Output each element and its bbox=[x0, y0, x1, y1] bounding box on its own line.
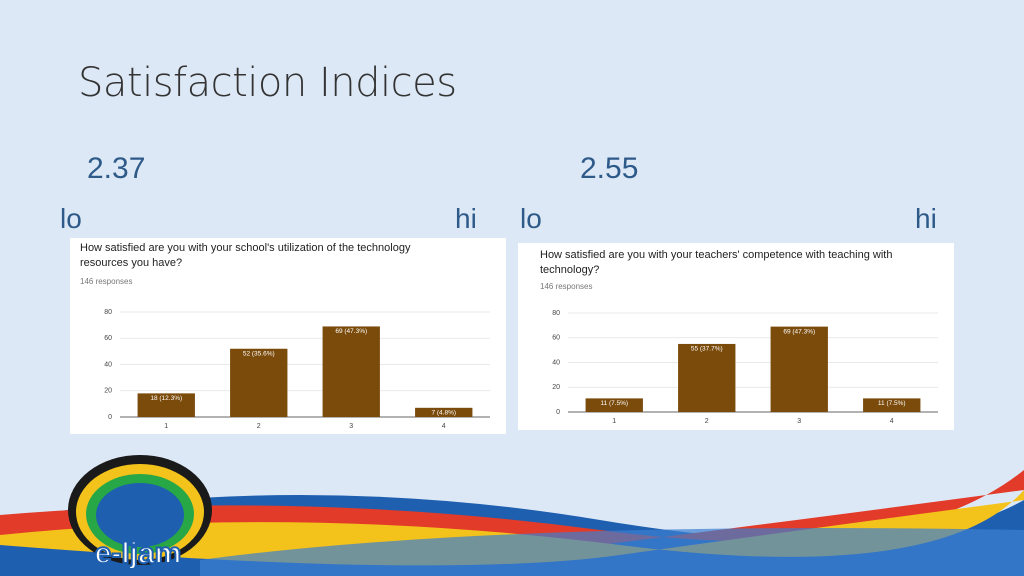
bar bbox=[863, 398, 921, 412]
x-tick-label: 1 bbox=[164, 423, 168, 430]
y-tick-label: 80 bbox=[104, 309, 112, 316]
y-tick-label: 20 bbox=[552, 384, 560, 391]
bar bbox=[230, 348, 288, 417]
scale-low: lo bbox=[520, 203, 542, 234]
chart-title: How satisfied are you with your school's… bbox=[80, 242, 411, 269]
x-tick-label: 1 bbox=[612, 418, 616, 425]
score: 2.55 bbox=[580, 152, 639, 185]
y-tick-label: 60 bbox=[104, 335, 112, 342]
value-label: 18 (12.3%) bbox=[150, 395, 182, 402]
chart-subtitle: 146 responses bbox=[540, 282, 593, 291]
y-tick-label: 60 bbox=[552, 335, 560, 342]
bar bbox=[770, 326, 828, 412]
value-label: 52 (35.6%) bbox=[243, 350, 275, 357]
y-tick-label: 0 bbox=[556, 409, 560, 416]
chart-panel: How satisfied are you with your school's… bbox=[70, 238, 506, 434]
wave bbox=[200, 528, 1024, 576]
chart-subtitle: 146 responses bbox=[80, 277, 133, 286]
bar bbox=[415, 407, 473, 417]
x-tick-label: 2 bbox=[705, 418, 709, 425]
scale-low: lo bbox=[60, 203, 82, 234]
y-tick-label: 40 bbox=[104, 361, 112, 368]
value-label: 11 (7.5%) bbox=[600, 400, 628, 407]
chart-title: How satisfied are you with your teachers… bbox=[540, 249, 893, 276]
value-label: 11 (7.5%) bbox=[878, 400, 906, 407]
scale-high: hi bbox=[915, 203, 937, 234]
x-tick-label: 3 bbox=[797, 418, 801, 425]
value-label: 69 (47.3%) bbox=[335, 328, 367, 335]
chart-panel: How satisfied are you with your teachers… bbox=[518, 243, 954, 430]
value-label: 7 (4.8%) bbox=[431, 410, 456, 417]
scale-high: hi bbox=[455, 203, 477, 234]
y-tick-label: 80 bbox=[552, 310, 560, 317]
bar bbox=[585, 398, 643, 412]
chart: 0 20 40 60 80 1 11 (7.5%) 2 55 (37.7%) 3 69 (47.3%… bbox=[552, 310, 938, 425]
score: 2.37 bbox=[87, 152, 146, 185]
slide-title: Satisfaction Indices bbox=[78, 60, 457, 106]
bar bbox=[678, 343, 736, 412]
y-tick-label: 0 bbox=[108, 414, 112, 421]
bar bbox=[322, 326, 380, 417]
bar bbox=[137, 393, 195, 417]
chart: 0 20 40 60 80 1 18 (12.3%) 2 52 (35.6%) 3 69 (47.3… bbox=[104, 309, 490, 430]
x-tick-label: 2 bbox=[257, 423, 261, 430]
y-tick-label: 20 bbox=[104, 388, 112, 395]
logo-text: e-ljam bbox=[95, 537, 182, 570]
value-label: 55 (37.7%) bbox=[691, 346, 723, 353]
value-label: 69 (47.3%) bbox=[783, 328, 815, 335]
x-tick-label: 4 bbox=[890, 418, 894, 425]
logo-ring bbox=[96, 483, 184, 547]
x-tick-label: 4 bbox=[442, 423, 446, 430]
x-tick-label: 3 bbox=[349, 423, 353, 430]
y-tick-label: 40 bbox=[552, 359, 560, 366]
